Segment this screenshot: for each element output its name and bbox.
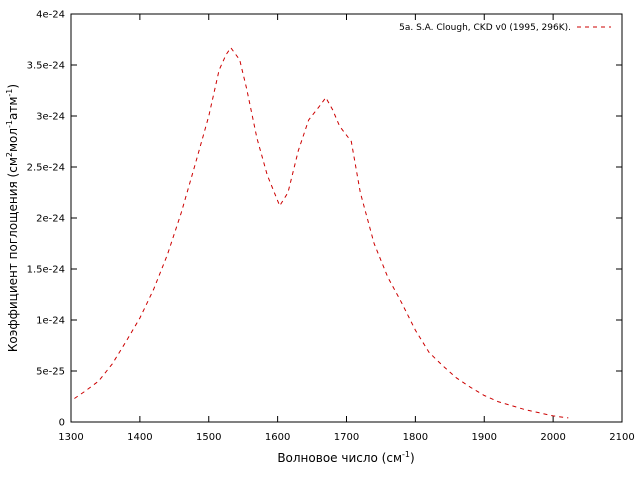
y-tick-label: 2.5e-24	[27, 163, 65, 174]
series-layer	[74, 46, 569, 419]
x-tick-label: 1800	[403, 432, 428, 443]
y-axis-label: Коэффициент поглощения (см2мол-1атм-1)	[5, 84, 20, 352]
x-tick-label: 1500	[196, 432, 221, 443]
x-tick-label: 1600	[265, 432, 290, 443]
series-line	[74, 46, 569, 419]
y-tick-label: 4e-24	[36, 10, 65, 21]
y-tick-label: 1e-24	[36, 316, 65, 327]
plot-frame	[70, 13, 623, 423]
legend-label: 5a. S.A. Clough, CKD v0 (1995, 296K).	[399, 23, 571, 33]
tick-labels: 1300 1400 1500 1600 1700 1800 1900 2000 2100 0 5e-…	[27, 10, 635, 444]
y-tick-label: 2e-24	[36, 214, 65, 225]
y-tick-label: 5e-25	[36, 367, 65, 378]
y-tick-label: 1.5e-24	[27, 265, 65, 276]
x-tick-label: 1400	[127, 432, 152, 443]
x-tick-label: 1700	[334, 432, 359, 443]
x-tick-label: 2100	[609, 432, 634, 443]
legend: 5a. S.A. Clough, CKD v0 (1995, 296K).	[399, 23, 611, 33]
x-tick-label: 1900	[472, 432, 497, 443]
y-tick-label: 3.5e-24	[27, 61, 65, 72]
x-axis-label: Волновое число (см-1)	[277, 450, 414, 465]
y-tick-label: 3e-24	[36, 112, 65, 123]
y-tick-label: 0	[59, 418, 65, 429]
x-tick-label: 1300	[58, 432, 83, 443]
x-tick-label: 2000	[540, 432, 565, 443]
